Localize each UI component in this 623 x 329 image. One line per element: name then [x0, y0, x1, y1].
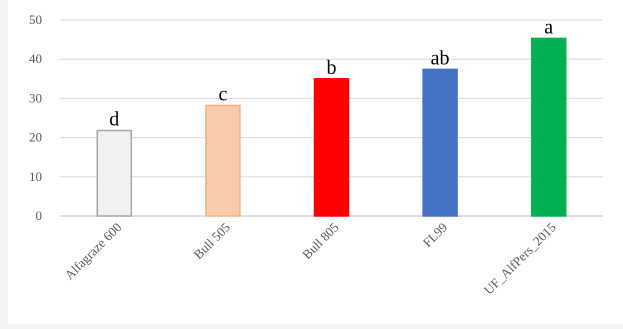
x-axis-ticks: Alfagraze 600 Bull 505 Bull 805 FL99 UF_AlfP… — [61, 220, 558, 298]
bar-uf-alfpers-2015 — [530, 37, 567, 217]
data-label: c — [218, 83, 227, 105]
data-label: d — [109, 109, 119, 131]
bar-alfagraze-600 — [96, 129, 133, 217]
bar-bull-805 — [313, 78, 350, 217]
y-tick-label: 30 — [29, 90, 42, 105]
bars — [96, 37, 567, 217]
y-tick-label: 0 — [36, 208, 43, 223]
x-tick-label: Bull 805 — [299, 220, 342, 263]
bar-fl99 — [422, 68, 458, 217]
y-tick-label: 50 — [29, 12, 42, 27]
data-labels: d c b ab a — [109, 16, 553, 130]
x-tick-label: Bull 505 — [190, 220, 233, 263]
data-label: ab — [431, 47, 450, 69]
y-tick-label: 20 — [29, 130, 42, 145]
x-tick-label: UF_AlfPers_2015 — [481, 220, 559, 298]
bar-chart: 0 10 20 30 40 50 d c b ab a Alfagraze 600 Bull 505… — [29, 12, 603, 298]
bar-bull-505 — [205, 104, 241, 217]
chart-panel: 0 10 20 30 40 50 d c b ab a Alfagraze 600 Bull 505… — [8, 0, 623, 324]
data-label: a — [544, 16, 553, 38]
y-tick-label: 40 — [29, 51, 42, 66]
y-axis-ticks: 0 10 20 30 40 50 — [29, 12, 42, 223]
x-tick-label: FL99 — [420, 220, 451, 251]
x-tick-label: Alfagraze 600 — [61, 220, 124, 283]
y-tick-label: 10 — [29, 169, 42, 184]
data-label: b — [327, 57, 337, 79]
